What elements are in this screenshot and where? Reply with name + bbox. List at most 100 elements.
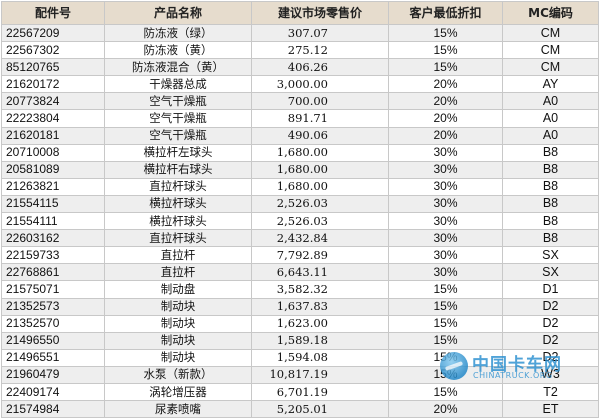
retail-price-cell: 1,637.83: [251, 297, 389, 316]
part-no-cell: 85120765: [1, 58, 105, 77]
part-no-cell: 20710008: [1, 143, 105, 162]
retail-price-cell: 2,526.03: [251, 212, 389, 231]
part-no-cell: 21352570: [1, 314, 105, 333]
retail-price-cell: 2,432.84: [251, 229, 389, 248]
table-row: 21554115 横拉杆球头 2,526.03 30% B8: [1, 194, 599, 214]
part-no-cell: 22223804: [1, 109, 105, 128]
mc-code-cell: B8: [502, 229, 599, 248]
product-name-cell: 水泵（新款）: [104, 365, 252, 384]
min-discount-cell: 30%: [388, 246, 503, 265]
mc-code-cell: D2: [502, 348, 599, 367]
retail-price-cell: 307.07: [251, 23, 389, 43]
retail-price-cell: 1,680.00: [251, 160, 389, 179]
product-name-cell: 制动块: [104, 297, 252, 316]
table-row: 22603162 直拉杆球头 2,432.84 30% B8: [1, 229, 599, 248]
part-no-cell: 22768861: [1, 263, 105, 282]
product-name-cell: 横拉杆右球头: [104, 160, 252, 179]
part-no-cell: 22603162: [1, 229, 105, 248]
product-name-cell: 直拉杆球头: [104, 177, 252, 196]
min-discount-cell: 20%: [388, 75, 503, 94]
table-row: 21496550 制动块 1,589.18 15% D2: [1, 331, 599, 350]
product-name-cell: 制动块: [104, 331, 252, 350]
product-name-cell: 制动块: [104, 348, 252, 367]
table-row: 21620172 干燥器总成 3,000.00 20% AY: [1, 75, 599, 94]
retail-price-cell: 3,000.00: [251, 75, 389, 94]
mc-code-cell: D2: [502, 314, 599, 333]
min-discount-cell: 20%: [388, 92, 503, 111]
table-row: 21263821 直拉杆球头 1,680.00 30% B8: [1, 177, 599, 196]
part-no-cell: 21496551: [1, 348, 105, 367]
mc-code-cell: AY: [502, 75, 599, 94]
product-name-cell: 空气干燥瓶: [104, 109, 252, 128]
min-discount-cell: 30%: [388, 143, 503, 162]
product-name-cell: 干燥器总成: [104, 75, 252, 94]
retail-price-cell: 10,817.19: [251, 365, 389, 384]
retail-price-cell: 5,205.01: [251, 400, 389, 419]
table-row: 21620181 空气干燥瓶 490.06 20% A0: [1, 126, 599, 145]
min-discount-cell: 15%: [388, 365, 503, 384]
retail-price-cell: 1,680.00: [251, 143, 389, 162]
mc-code-cell: A0: [502, 109, 599, 128]
part-no-cell: 21620172: [1, 75, 105, 94]
table-row: 22567302 防冻液（黄） 275.12 15% CM: [1, 41, 599, 60]
part-no-cell: 21960479: [1, 365, 105, 384]
part-no-cell: 22409174: [1, 382, 105, 402]
product-name-cell: 制动盘: [104, 280, 252, 299]
retail-price-cell: 700.00: [251, 92, 389, 111]
product-name-cell: 涡轮增压器: [104, 382, 252, 402]
part-no-cell: 21620181: [1, 126, 105, 145]
mc-code-cell: T2: [502, 382, 599, 402]
part-no-cell: 21352573: [1, 297, 105, 316]
part-no-cell: 21263821: [1, 177, 105, 196]
part-no-cell: 21554115: [1, 194, 105, 214]
mc-code-cell: ET: [502, 400, 599, 419]
min-discount-cell: 15%: [388, 331, 503, 350]
mc-code-cell: B8: [502, 212, 599, 231]
product-name-cell: 直拉杆: [104, 246, 252, 265]
min-discount-cell: 15%: [388, 23, 503, 43]
table-row: 85120765 防冻液混合（黄） 406.26 15% CM: [1, 58, 599, 77]
part-no-cell: 20581089: [1, 160, 105, 179]
min-discount-cell: 30%: [388, 263, 503, 282]
part-no-cell: 21554111: [1, 212, 105, 231]
product-name-cell: 直拉杆球头: [104, 229, 252, 248]
table-row: 22409174 涡轮增压器 6,701.19 15% T2: [1, 382, 599, 402]
retail-price-cell: 3,582.32: [251, 280, 389, 299]
min-discount-cell: 30%: [388, 160, 503, 179]
min-discount-cell: 20%: [388, 126, 503, 145]
product-name-cell: 横拉杆球头: [104, 212, 252, 231]
product-name-cell: 空气干燥瓶: [104, 92, 252, 111]
header-retail-price: 建议市场零售价: [251, 1, 389, 25]
mc-code-cell: CM: [502, 23, 599, 43]
min-discount-cell: 30%: [388, 229, 503, 248]
mc-code-cell: CM: [502, 58, 599, 77]
mc-code-cell: A0: [502, 92, 599, 111]
product-name-cell: 横拉杆球头: [104, 194, 252, 214]
product-name-cell: 尿素喷嘴: [104, 400, 252, 419]
min-discount-cell: 15%: [388, 382, 503, 402]
header-min-discount: 客户最低折扣: [388, 1, 503, 25]
retail-price-cell: 275.12: [251, 41, 389, 60]
header-row: 配件号 产品名称 建议市场零售价 客户最低折扣 MC编码: [1, 1, 599, 25]
retail-price-cell: 891.71: [251, 109, 389, 128]
part-no-cell: 21496550: [1, 331, 105, 350]
retail-price-cell: 1,589.18: [251, 331, 389, 350]
table-row: 22159733 直拉杆 7,792.89 30% SX: [1, 246, 599, 265]
table-row: 21575071 制动盘 3,582.32 15% D1: [1, 280, 599, 299]
product-name-cell: 制动块: [104, 314, 252, 333]
table-row: 21352573 制动块 1,637.83 15% D2: [1, 297, 599, 316]
min-discount-cell: 15%: [388, 297, 503, 316]
table-row: 20581089 横拉杆右球头 1,680.00 30% B8: [1, 160, 599, 179]
part-no-cell: 22159733: [1, 246, 105, 265]
mc-code-cell: D1: [502, 280, 599, 299]
part-no-cell: 22567209: [1, 23, 105, 43]
retail-price-cell: 1,680.00: [251, 177, 389, 196]
mc-code-cell: W3: [502, 365, 599, 384]
mc-code-cell: D2: [502, 331, 599, 350]
part-no-cell: 22567302: [1, 41, 105, 60]
mc-code-cell: SX: [502, 246, 599, 265]
mc-code-cell: B8: [502, 177, 599, 196]
mc-code-cell: CM: [502, 41, 599, 60]
mc-code-cell: A0: [502, 126, 599, 145]
